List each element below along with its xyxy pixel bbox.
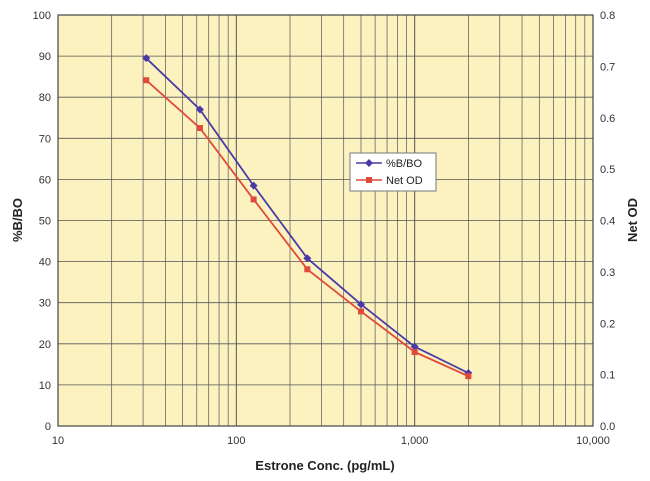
data-point-b-bo [249,181,258,190]
data-point-b-bo [303,254,312,263]
data-point-net-od [357,308,364,315]
y-tick-label: 20 [39,339,51,351]
data-point-b-bo [356,300,365,309]
y2-tick-label: 0.4 [600,216,615,228]
y-tick-label: 60 [39,174,51,186]
data-point-net-od [196,125,203,132]
y-tick-label: 40 [39,257,51,269]
y-tick-label: 90 [39,51,51,63]
series-layer [142,54,473,380]
y-tick-label: 80 [39,92,51,104]
right-y-axis-title: Net OD [625,198,640,242]
y-tick-label: 70 [39,133,51,145]
y2-tick-label: 0.5 [600,164,615,176]
legend-box [349,152,437,192]
y2-tick-label: 0.2 [600,318,615,330]
legend-marker-b-bo [365,159,373,167]
data-point-b-bo [142,54,151,63]
x-tick-label: 1,000 [401,435,429,447]
y2-tick-label: 0.3 [600,267,615,279]
data-point-net-od [304,266,311,273]
y-tick-label: 0 [45,421,51,433]
y2-tick-label: 0.8 [600,10,615,22]
legend: %B/BO Net OD [349,152,437,192]
y-tick-label: 100 [33,10,51,22]
data-point-net-od [411,349,418,356]
y-tick-label: 50 [39,216,51,228]
legend-marker-net-od [366,177,372,183]
x-tick-label: 10 [52,435,64,447]
x-tick-label: 10,000 [576,435,610,447]
y-tick-label: 10 [39,380,51,392]
data-point-b-bo [410,342,419,351]
plot-border [57,14,594,427]
y2-tick-label: 0.6 [600,113,615,125]
y2-tick-label: 0.0 [600,421,615,433]
legend-label-net-od: Net OD [386,175,423,187]
legend-label-b-bo: %B/BO [386,158,423,170]
tick-labels: 10 100 1,000 10,00001020304050607080901000.… [33,10,616,447]
data-point-b-bo [195,105,204,114]
data-point-net-od [143,77,150,84]
x-tick-label: 100 [227,435,245,447]
y-tick-label: 30 [39,298,51,310]
gridlines [57,15,593,426]
y2-tick-label: 0.7 [600,61,615,73]
data-point-net-od [250,196,257,203]
x-axis-title: Estrone Conc. (pg/mL) [255,458,394,473]
data-point-net-od [465,373,472,380]
left-y-axis-title: %B/BO [10,198,25,242]
y2-tick-label: 0.1 [600,370,615,382]
